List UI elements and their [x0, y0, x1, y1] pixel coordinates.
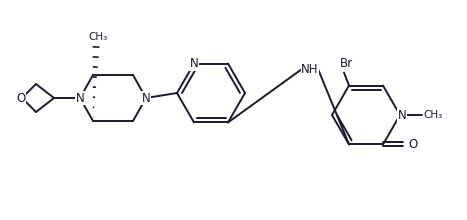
- Text: N: N: [397, 108, 406, 121]
- Text: CH₃: CH₃: [88, 32, 107, 42]
- Text: CH₃: CH₃: [424, 110, 443, 120]
- Text: N: N: [190, 57, 198, 70]
- Text: O: O: [408, 138, 417, 151]
- Text: N: N: [142, 92, 150, 104]
- Text: N: N: [76, 92, 85, 104]
- Text: NH: NH: [301, 62, 319, 75]
- Text: O: O: [16, 92, 26, 104]
- Text: Br: Br: [340, 57, 353, 70]
